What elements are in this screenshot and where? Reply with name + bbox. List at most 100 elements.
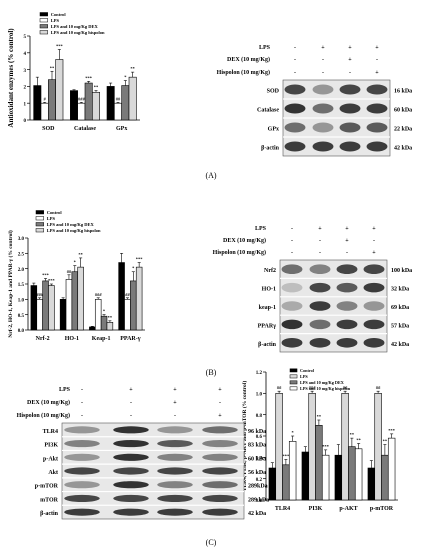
lane-sign: + xyxy=(348,45,352,51)
significance-label: ## xyxy=(277,385,282,390)
blot-band xyxy=(363,282,385,293)
legend-entry: LPS xyxy=(51,18,60,23)
blot-row-kda: 289 kDa xyxy=(248,497,269,503)
legend-entry: Control xyxy=(51,12,67,17)
blot-band xyxy=(336,282,358,293)
blot-band xyxy=(202,481,238,489)
lane-sign: + xyxy=(375,70,379,76)
bar xyxy=(315,425,323,501)
significance-label: ** xyxy=(350,432,355,437)
significance-label: ** xyxy=(50,65,55,70)
bar xyxy=(341,393,349,501)
bar xyxy=(334,454,343,501)
bar xyxy=(301,451,310,501)
blot-row-label: HO-1 xyxy=(262,287,276,293)
lane-sign: - xyxy=(294,57,296,63)
y-axis-label: Antioxidant enzymes (% control) xyxy=(7,28,15,128)
bar xyxy=(387,437,396,501)
y-tick-label: 0.2 xyxy=(256,478,263,483)
lane-sign: - xyxy=(81,387,83,393)
blot-band xyxy=(366,122,388,133)
blot-band xyxy=(309,301,331,311)
blot-band xyxy=(281,338,303,348)
bar xyxy=(321,454,330,501)
legend-swatch xyxy=(289,368,298,373)
y-tick-label: 4 xyxy=(24,52,27,57)
blot-band xyxy=(284,141,306,152)
y-tick-label: 2.5 xyxy=(18,253,25,258)
bar xyxy=(77,102,86,121)
blot-band xyxy=(336,264,358,274)
bar xyxy=(282,464,290,501)
y-tick-label: 0.0 xyxy=(18,329,25,334)
lane-sign: - xyxy=(319,250,321,256)
blot-band xyxy=(64,440,100,448)
significance-label: # xyxy=(44,96,47,101)
significance-label: * xyxy=(103,309,106,314)
bar xyxy=(106,86,115,121)
lane-sign: - xyxy=(291,250,293,256)
blot-band xyxy=(284,84,306,95)
significance-label: ### xyxy=(309,385,317,390)
blot-band xyxy=(339,103,361,114)
blot-row-kda: 60 kDa xyxy=(248,456,266,462)
blot-row-kda: 57 kDa xyxy=(391,323,409,329)
lane-sign: - xyxy=(376,57,378,63)
category-label: Nrf-2 xyxy=(36,336,50,342)
blot-band xyxy=(363,301,385,311)
bar xyxy=(65,279,73,331)
lane-sign: - xyxy=(130,413,132,419)
blot-band xyxy=(339,122,361,133)
legend-swatch xyxy=(35,210,44,215)
significance-label: ### xyxy=(95,292,103,297)
bar xyxy=(70,90,78,121)
y-tick-label: 2.0 xyxy=(18,268,25,273)
bar xyxy=(106,322,114,331)
blot-band xyxy=(309,282,331,293)
blot-band xyxy=(336,301,358,311)
significance-label: ** xyxy=(78,252,83,257)
bar xyxy=(367,467,376,501)
significance-label: *** xyxy=(283,453,291,458)
blot-band xyxy=(157,508,193,516)
significance-label: ** xyxy=(94,85,99,90)
y-tick-label: 1.0 xyxy=(256,393,263,398)
y-tick-label: 1.0 xyxy=(18,299,25,304)
significance-label: *** xyxy=(48,278,56,283)
treatment-label-lps: LPS xyxy=(259,45,271,51)
blot-band xyxy=(309,264,331,274)
significance-label: *** xyxy=(388,428,396,433)
blot-band xyxy=(312,141,334,152)
bar xyxy=(114,102,122,121)
bar xyxy=(124,299,131,331)
bar xyxy=(100,315,108,331)
category-label: Catalase xyxy=(74,126,96,132)
bar xyxy=(128,76,137,121)
y-axis-label: TLR4, PI3K, p-AKT and p-mTOR (% control) xyxy=(241,381,248,491)
blot-band xyxy=(202,440,238,448)
significance-label: ** xyxy=(383,439,388,444)
blot-row-label: Nrf2 xyxy=(264,268,276,274)
blot-band xyxy=(284,103,306,114)
legend-entry: LPS and 10 mg/Kg DEX xyxy=(47,222,95,227)
y-tick-label: 1 xyxy=(24,102,27,107)
blot-band xyxy=(363,264,385,274)
lane-sign: + xyxy=(345,238,349,244)
y-tick-label: 0.0 xyxy=(256,499,263,504)
lane-sign: - xyxy=(81,413,83,419)
legend-entry: LPS and 10 mg/Kg DEX xyxy=(300,380,344,385)
category-label: GPx xyxy=(116,126,127,132)
blot-band xyxy=(281,282,303,293)
category-label: SOD xyxy=(42,126,55,132)
lane-sign: - xyxy=(219,400,221,406)
blot-band xyxy=(64,481,100,489)
lane-sign: + xyxy=(129,387,133,393)
blot-row-kda: 60 kDa xyxy=(394,108,412,114)
blot-row-label: mTOR xyxy=(40,497,59,503)
blot-band xyxy=(64,453,100,461)
blot-band xyxy=(113,453,149,461)
lane-sign: + xyxy=(321,45,325,51)
significance-label: ** xyxy=(130,66,135,71)
bar xyxy=(118,262,125,331)
legend-swatch xyxy=(35,228,44,233)
